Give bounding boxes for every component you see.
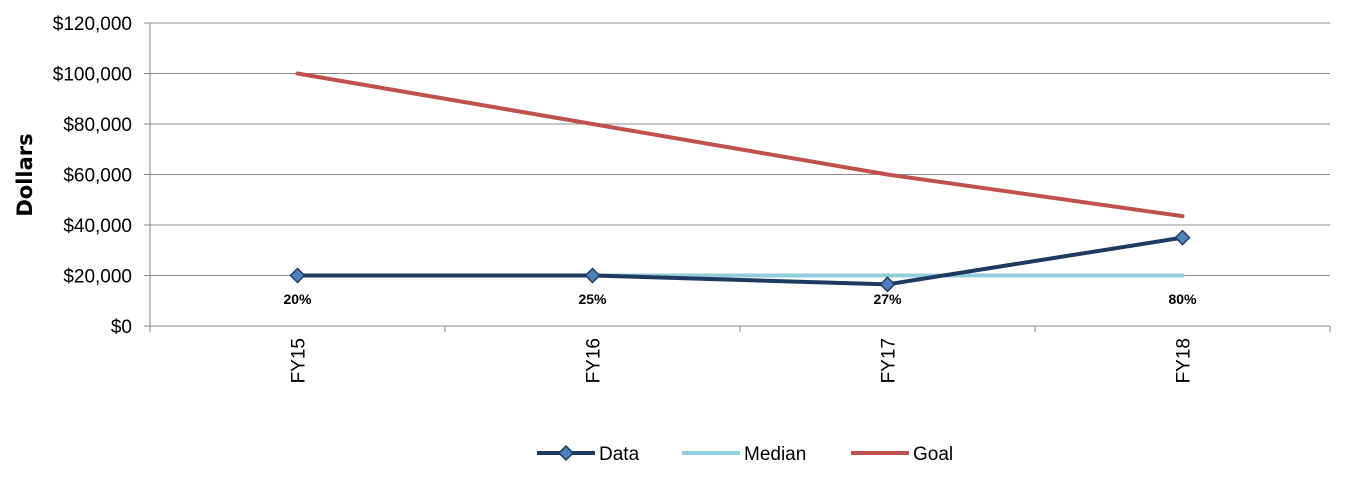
y-tick-label: $40,000	[63, 216, 132, 237]
legend: Data Median Goal	[537, 444, 953, 465]
y-tick-label: $20,000	[63, 267, 132, 288]
legend-label: Median	[744, 444, 806, 465]
y-tick-label: $60,000	[63, 166, 132, 187]
x-axis-ticks: FY15 FY16 FY17 FY18	[289, 338, 1195, 383]
series-line-data	[295, 235, 1185, 287]
data-point	[584, 267, 601, 284]
series-group	[289, 71, 1191, 293]
y-axis-label: Dollars	[13, 133, 37, 216]
legend-marker	[557, 444, 575, 462]
legend-item-data: Data	[537, 444, 640, 465]
data-label: 25%	[578, 291, 607, 307]
gridlines	[144, 22, 1331, 332]
x-tick-label: FY15	[289, 338, 310, 383]
legend-item-goal: Goal	[851, 444, 953, 465]
y-tick-label: $120,000	[53, 14, 132, 35]
y-tick-label: $80,000	[63, 115, 132, 136]
data-label: 27%	[873, 291, 902, 307]
x-tick-label: FY17	[879, 338, 900, 383]
legend-label: Data	[599, 444, 640, 465]
legend-label: Goal	[913, 444, 953, 465]
data-label: 80%	[1168, 291, 1197, 307]
y-axis-ticks: $0 $20,000 $40,000 $60,000 $80,000 $100,000 $1…	[53, 14, 132, 338]
legend-item-median: Median	[682, 444, 806, 465]
data-point	[1174, 229, 1191, 246]
data-point	[289, 267, 306, 284]
data-label: 20%	[283, 291, 312, 307]
x-tick-label: FY16	[584, 338, 605, 383]
series-line-goal	[295, 71, 1185, 219]
data-labels: 20% 25% 27% 80%	[283, 291, 1197, 307]
x-tick-label: FY18	[1174, 338, 1195, 383]
y-tick-label: $100,000	[53, 65, 132, 86]
y-tick-label: $0	[111, 317, 132, 338]
data-point	[879, 276, 896, 293]
